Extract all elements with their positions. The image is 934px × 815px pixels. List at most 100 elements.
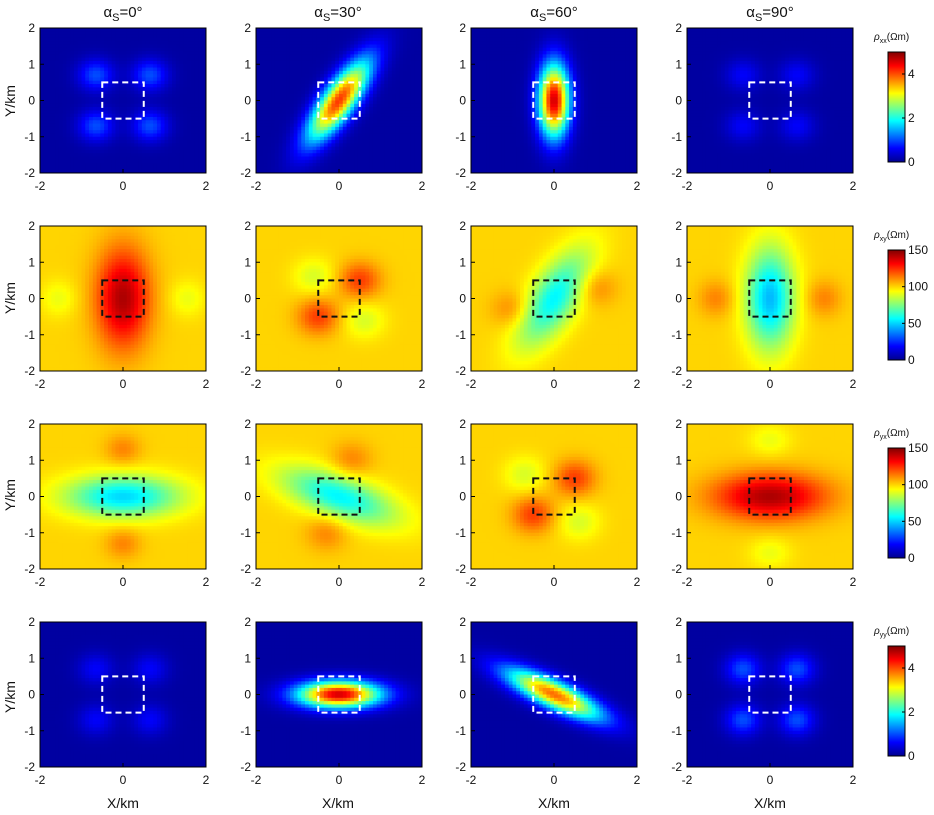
heatmap-cell xyxy=(388,120,393,125)
heatmap-cell xyxy=(202,87,206,92)
heatmap-cell xyxy=(85,110,90,115)
heatmap-cell xyxy=(164,133,169,138)
heatmap-cell xyxy=(361,103,367,108)
heatmap-cell xyxy=(523,60,529,65)
heatmap-cell xyxy=(267,156,272,161)
heatmap-cell xyxy=(153,136,158,141)
heatmap-cell xyxy=(354,103,359,108)
heatmap-cell xyxy=(414,143,419,148)
heatmap-cell xyxy=(342,110,348,115)
heatmap-cell xyxy=(267,146,272,151)
heatmap-cell xyxy=(141,87,147,92)
heatmap-cell xyxy=(554,153,559,158)
heatmap-cell xyxy=(365,97,370,102)
heatmap-cell xyxy=(410,37,416,42)
heatmap-cell xyxy=(40,133,45,138)
heatmap-cell xyxy=(486,143,491,148)
heatmap-cell xyxy=(384,41,389,46)
heatmap-cell xyxy=(85,70,90,75)
heatmap-cell xyxy=(179,51,184,55)
heatmap-cell xyxy=(523,54,529,59)
heatmap-cell xyxy=(414,166,419,171)
heatmap-cell xyxy=(126,140,132,144)
heatmap-cell xyxy=(486,70,491,75)
heatmap-cell xyxy=(70,149,75,154)
heatmap-cell xyxy=(365,28,370,32)
heatmap-cell xyxy=(365,77,370,82)
heatmap-cell xyxy=(508,31,514,36)
heatmap-cell xyxy=(51,113,56,118)
heatmap-cell xyxy=(190,146,196,151)
heatmap-cell xyxy=(145,133,151,138)
heatmap-cell xyxy=(175,80,181,85)
heatmap-cell xyxy=(293,64,299,69)
heatmap-cell xyxy=(172,97,177,102)
heatmap-cell xyxy=(104,140,109,144)
heatmap-cell xyxy=(376,153,382,158)
heatmap-cell xyxy=(414,110,419,115)
heatmap-cell xyxy=(85,80,90,85)
heatmap-cell xyxy=(141,163,147,168)
heatmap-cell xyxy=(312,80,317,85)
heatmap-cell xyxy=(380,77,385,82)
heatmap-cell xyxy=(489,47,495,52)
heatmap-cell xyxy=(175,159,181,164)
heatmap-cell xyxy=(202,159,206,164)
heatmap-cell xyxy=(145,156,151,161)
heatmap-cell xyxy=(557,100,563,105)
heatmap-cell xyxy=(501,116,506,121)
heatmap-cell xyxy=(501,130,506,135)
heatmap-cell xyxy=(357,70,363,75)
heatmap-cell xyxy=(489,153,495,158)
heatmap-cell xyxy=(282,51,287,55)
heatmap-cell xyxy=(58,51,64,55)
heatmap-cell xyxy=(289,100,295,105)
heatmap-cell xyxy=(89,140,94,144)
heatmap-cell xyxy=(504,31,510,36)
heatmap-cell xyxy=(474,159,480,164)
heatmap-cell xyxy=(497,153,502,158)
heatmap-cell xyxy=(160,136,166,141)
heatmap-cell xyxy=(179,169,184,173)
heatmap-cell xyxy=(320,47,325,52)
heatmap-cell xyxy=(508,54,514,59)
heatmap-cell xyxy=(357,41,363,46)
heatmap-cell xyxy=(62,90,68,95)
heatmap-cell xyxy=(335,166,340,171)
heatmap-cell xyxy=(172,67,177,72)
heatmap-cell xyxy=(335,28,340,32)
heatmap-cell xyxy=(561,60,566,65)
heatmap-cell xyxy=(535,84,540,88)
heatmap-cell xyxy=(92,90,98,95)
heatmap-cell xyxy=(55,34,60,39)
y-axis-label: Y/km xyxy=(2,282,18,314)
heatmap-cell xyxy=(149,57,154,62)
heatmap-cell xyxy=(293,67,299,72)
heatmap-cell xyxy=(156,156,162,161)
heatmap-cell xyxy=(369,67,374,72)
heatmap-cell xyxy=(183,74,188,79)
heatmap-cell xyxy=(267,103,272,108)
heatmap-cell xyxy=(372,70,378,75)
heatmap-cell xyxy=(168,149,173,154)
heatmap-cell xyxy=(527,44,532,49)
heatmap-cell xyxy=(55,133,60,138)
heatmap-cell xyxy=(388,34,393,39)
heatmap-cell xyxy=(141,116,147,121)
heatmap-cell xyxy=(66,31,71,36)
heatmap-cell xyxy=(297,169,302,173)
heatmap-cell xyxy=(175,60,181,65)
heatmap-cell xyxy=(47,41,52,46)
heatmap-cell xyxy=(289,169,295,173)
heatmap-cell xyxy=(138,107,143,111)
heatmap-cell xyxy=(504,80,510,85)
heatmap-cell xyxy=(153,41,158,46)
heatmap-cell xyxy=(478,153,483,158)
heatmap-cell xyxy=(194,70,200,75)
heatmap-cell xyxy=(538,47,544,52)
heatmap-cell xyxy=(542,136,548,141)
heatmap-cell xyxy=(58,110,64,115)
heatmap-cell xyxy=(89,133,94,138)
heatmap-cell xyxy=(149,149,154,154)
heatmap-cell xyxy=(493,74,499,79)
